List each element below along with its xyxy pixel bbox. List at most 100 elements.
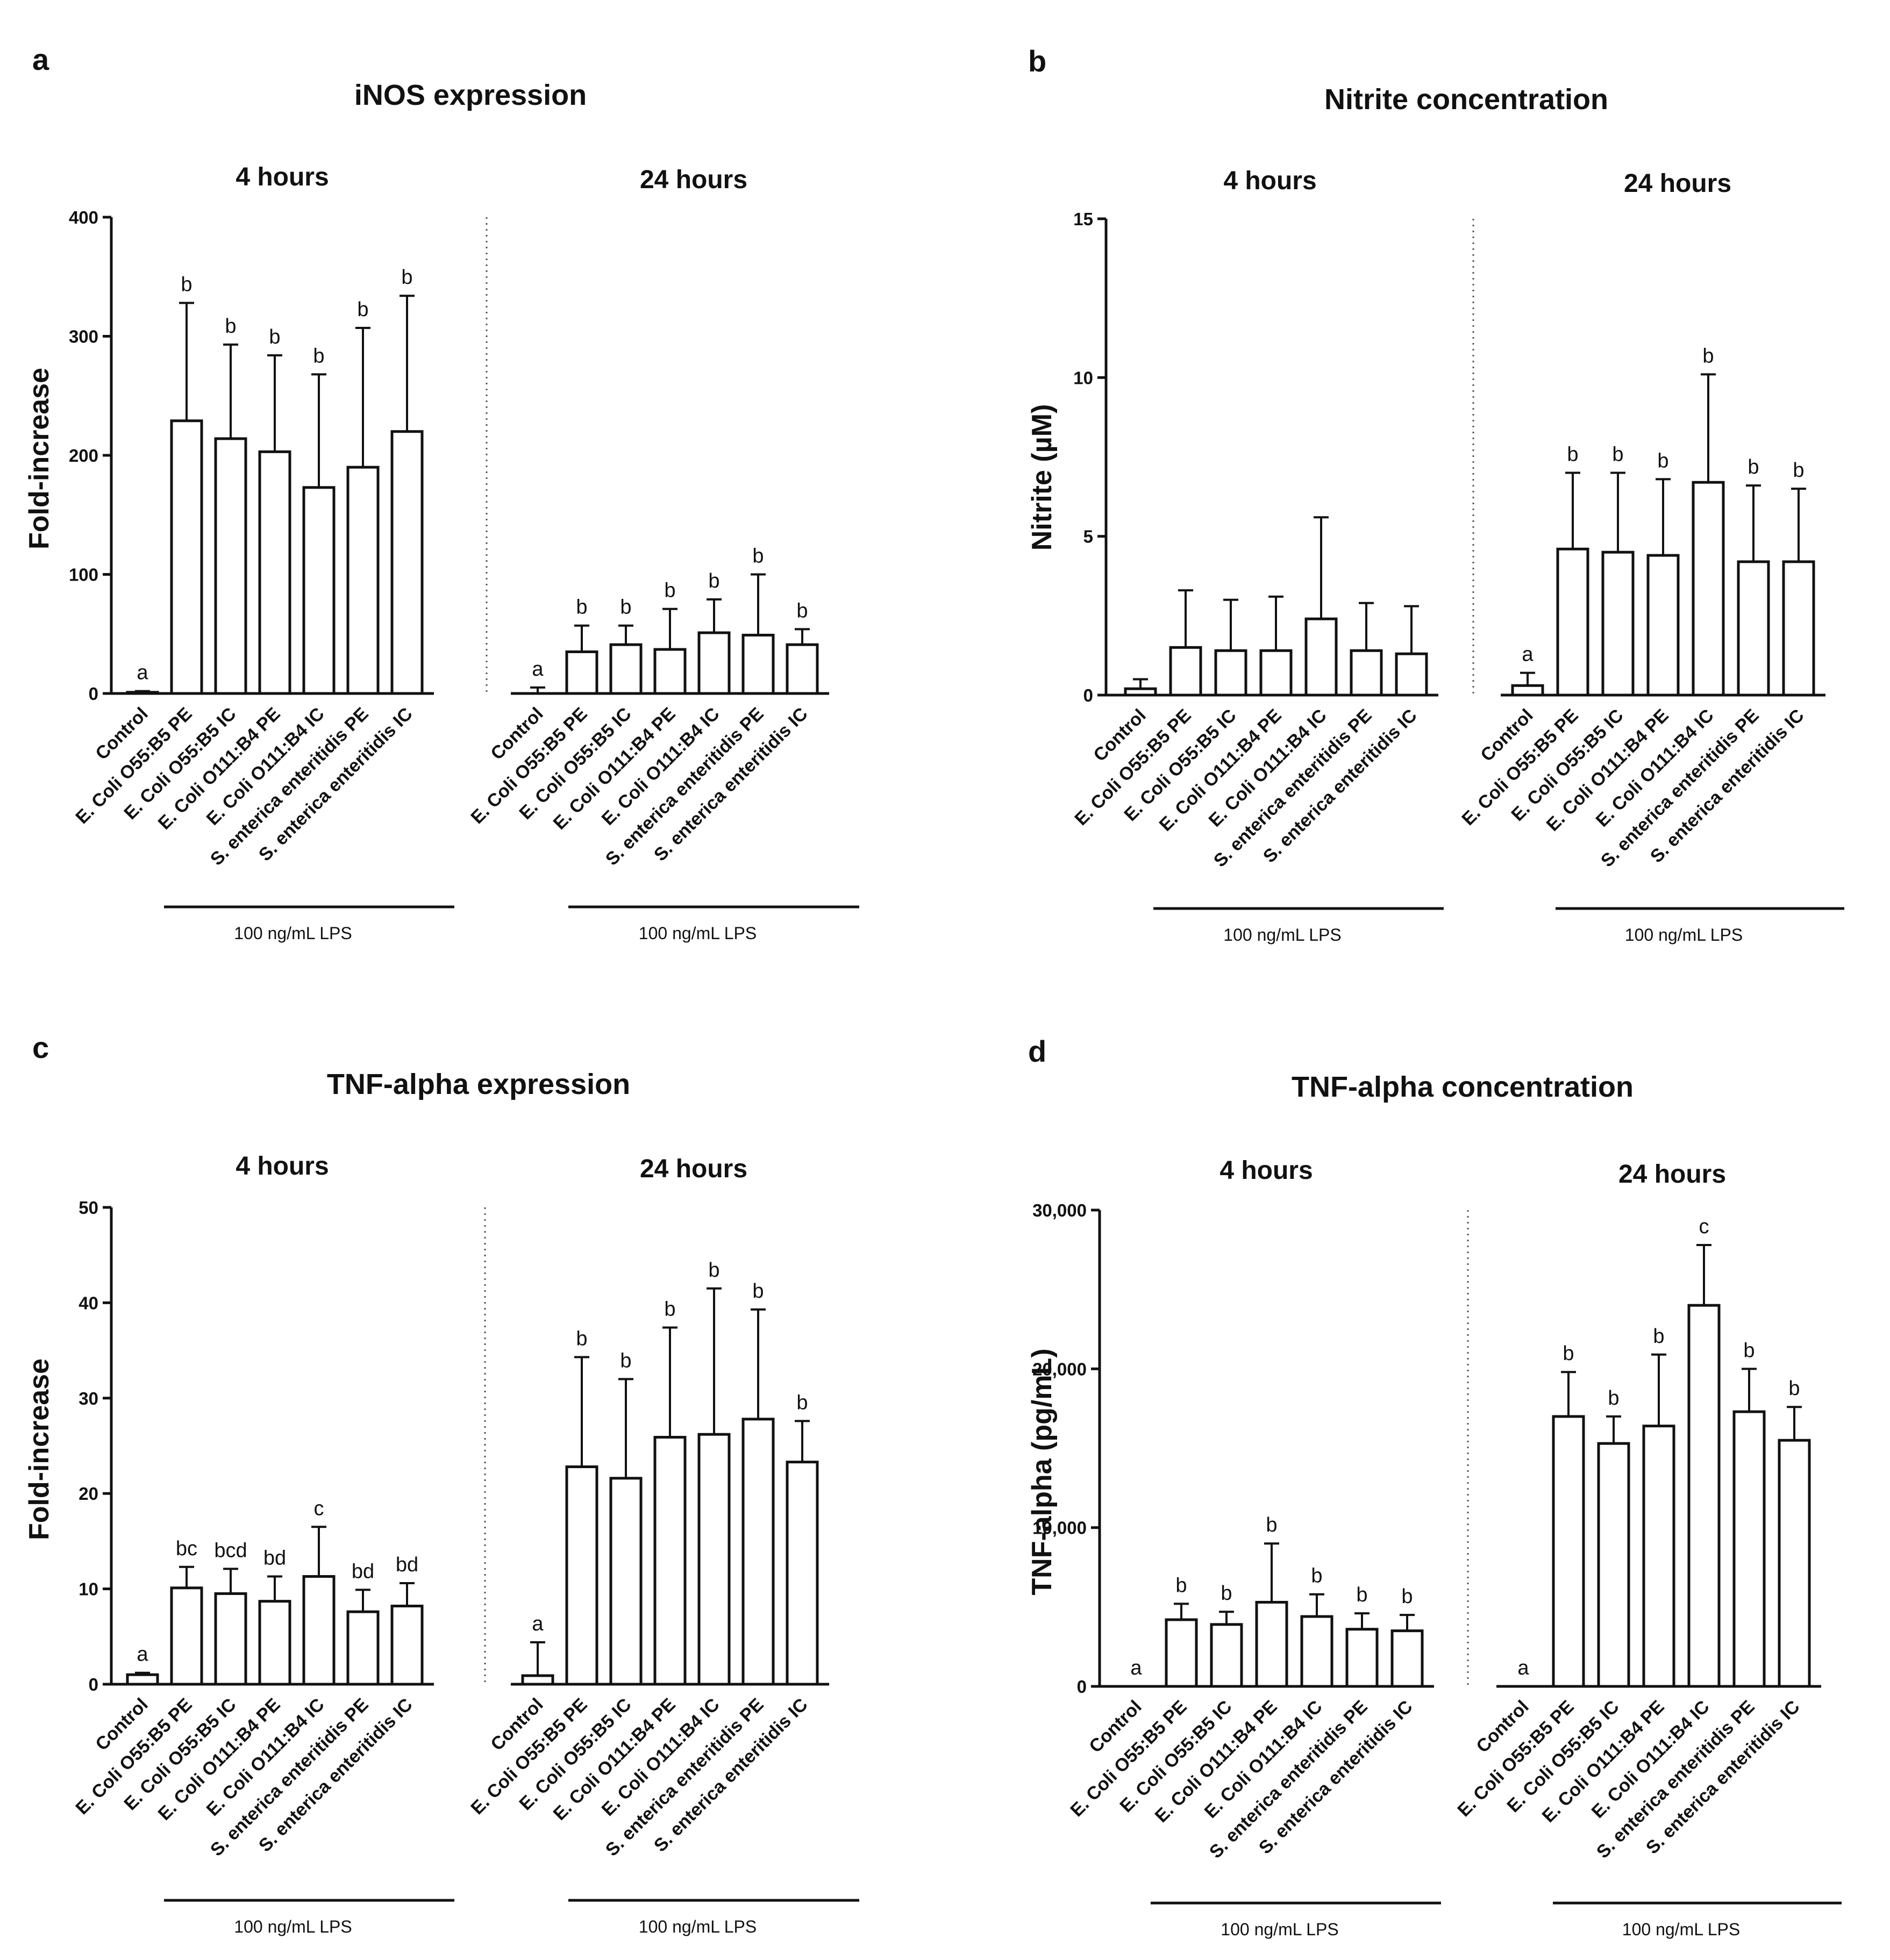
panel-c: c TNF-alpha expression Fold-increase 0 10 20 3… xyxy=(24,1031,859,1936)
bar xyxy=(786,1461,819,1686)
bar xyxy=(1782,560,1815,697)
bar xyxy=(390,430,424,695)
chart-title: iNOS expression xyxy=(354,79,587,111)
bar xyxy=(653,648,687,695)
panel-b: b Nitrite concentration Nitrite (µM) 0 5 10 15… xyxy=(1026,44,1844,945)
significance-letter: bc xyxy=(176,1537,197,1560)
bar xyxy=(1511,684,1544,697)
chart-title: Nitrite concentration xyxy=(1324,83,1608,116)
significance-letter: b xyxy=(313,345,324,367)
significance-letter: b xyxy=(664,580,675,602)
significance-letter: bd xyxy=(263,1547,286,1570)
lps-label: 100 ng/mL LPS xyxy=(639,924,757,943)
bar xyxy=(1778,1439,1811,1688)
group-title: 4 hours xyxy=(236,1152,329,1181)
bar xyxy=(1732,1410,1766,1688)
bar xyxy=(258,1600,291,1686)
y-tick-label: 40 xyxy=(79,1293,98,1313)
chart-title: TNF-alpha expression xyxy=(327,1068,630,1100)
significance-letter: b xyxy=(1563,1342,1574,1365)
group-title: 4 hours xyxy=(236,163,329,191)
bar xyxy=(1390,1629,1424,1688)
bar xyxy=(653,1436,687,1686)
significance-letter: a xyxy=(137,662,148,684)
group-title: 24 hours xyxy=(640,166,747,194)
group-title: 24 hours xyxy=(1624,169,1731,198)
lps-label: 100 ng/mL LPS xyxy=(1625,925,1743,945)
y-tick-label: 20 xyxy=(79,1484,98,1504)
significance-letter: c xyxy=(1699,1215,1709,1238)
significance-letter: b xyxy=(620,596,631,619)
significance-letter: a xyxy=(532,1613,544,1635)
bar xyxy=(697,631,731,695)
y-tick-label: 10 xyxy=(1073,368,1093,388)
y-tick-label: 0 xyxy=(1077,1677,1087,1697)
bar xyxy=(1395,652,1428,697)
significance-letter: b xyxy=(1401,1585,1413,1608)
significance-letter: b xyxy=(1748,456,1759,478)
significance-letter: b xyxy=(1356,1584,1367,1606)
bar xyxy=(1259,649,1293,697)
significance-letter: b xyxy=(1793,459,1804,482)
panel-a: a iNOS expression Fold-increase 0 100 200 300 4… xyxy=(24,42,859,943)
y-tick-label: 50 xyxy=(79,1198,98,1218)
significance-letter: b xyxy=(269,326,280,348)
significance-letter: b xyxy=(796,1391,808,1414)
significance-letter: a xyxy=(1522,643,1534,666)
bar xyxy=(741,633,775,695)
bar xyxy=(741,1418,775,1686)
bar xyxy=(1124,687,1157,697)
significance-letter: b xyxy=(1788,1377,1800,1400)
bar xyxy=(1255,1600,1288,1688)
bar xyxy=(1350,649,1383,697)
significance-letter: b xyxy=(181,273,192,296)
bar xyxy=(1214,649,1247,697)
bar xyxy=(565,1465,598,1686)
chart-title: TNF-alpha concentration xyxy=(1292,1071,1634,1103)
significance-letter: b xyxy=(1702,345,1714,367)
significance-letter: b xyxy=(357,298,368,321)
bar xyxy=(1552,1415,1585,1688)
y-tick-label: 100 xyxy=(69,565,98,585)
significance-letter: b xyxy=(1608,1387,1619,1410)
y-tick-label: 400 xyxy=(69,208,98,227)
y-axis-label: Nitrite (µM) xyxy=(1026,404,1058,551)
significance-letter: a xyxy=(1130,1657,1142,1679)
bar xyxy=(697,1433,731,1686)
y-axis-label: Fold-increase xyxy=(24,368,55,549)
bar xyxy=(1737,560,1770,697)
group-title: 24 hours xyxy=(640,1155,747,1183)
significance-letter: b xyxy=(1175,1574,1187,1597)
bar xyxy=(1687,1304,1721,1688)
group-title: 4 hours xyxy=(1219,1156,1313,1185)
y-tick-label: 300 xyxy=(69,327,98,347)
y-tick-label: 5 xyxy=(1083,527,1093,547)
panel-d: d TNF-alpha concentration TNF-alpha (pg/mL… xyxy=(1026,1034,1842,1939)
significance-letter: b xyxy=(1653,1325,1664,1348)
significance-letter: b xyxy=(708,570,719,592)
y-tick-label: 30 xyxy=(79,1389,98,1408)
lps-label: 100 ng/mL LPS xyxy=(234,1917,352,1936)
significance-letter: a xyxy=(1517,1657,1529,1679)
panel-letter: d xyxy=(1028,1034,1046,1068)
y-tick-label: 200 xyxy=(69,446,98,466)
bar xyxy=(521,1674,554,1686)
significance-letter: b xyxy=(225,315,236,338)
significance-letter: b xyxy=(576,596,587,619)
significance-letter: b xyxy=(1221,1582,1232,1605)
significance-letter: b xyxy=(401,266,412,289)
bar xyxy=(1300,1615,1333,1688)
significance-letter: b xyxy=(1567,443,1578,466)
y-axis-label: Fold-increase xyxy=(24,1358,55,1540)
significance-letter: b xyxy=(1612,443,1623,466)
group-title: 24 hours xyxy=(1618,1160,1726,1189)
bar xyxy=(1601,550,1635,697)
significance-letter: b xyxy=(752,545,764,568)
significance-letter: b xyxy=(1657,449,1668,472)
bar xyxy=(346,1610,380,1686)
bar xyxy=(390,1605,424,1686)
bar xyxy=(170,419,203,695)
significance-letter: b xyxy=(752,1280,764,1303)
significance-letter: bd xyxy=(396,1554,418,1576)
